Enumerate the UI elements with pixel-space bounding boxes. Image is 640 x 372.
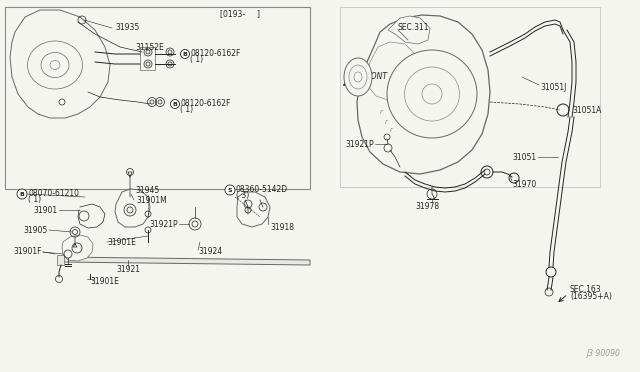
Text: 31901E: 31901E [90,278,119,286]
Text: J3 90090: J3 90090 [586,350,620,359]
Text: FRONT: FRONT [362,71,388,80]
Polygon shape [357,15,490,174]
Text: 31921: 31921 [116,266,140,275]
Text: 08360-5142D: 08360-5142D [236,185,288,193]
Polygon shape [140,47,155,70]
Text: [0193-     ]: [0193- ] [220,10,260,19]
Text: SEC.311: SEC.311 [398,22,429,32]
Circle shape [17,189,27,199]
Text: 31945: 31945 [136,186,160,195]
Text: 31901M: 31901M [136,196,167,205]
Text: SEC.163: SEC.163 [570,285,602,295]
Ellipse shape [344,58,372,96]
Text: 31970: 31970 [512,180,536,189]
Text: 31051: 31051 [513,153,537,161]
Circle shape [170,99,179,109]
Circle shape [225,185,235,195]
Text: B: B [182,51,188,57]
Text: 08120-6162F: 08120-6162F [191,48,241,58]
Polygon shape [62,235,93,261]
Ellipse shape [422,84,442,104]
Ellipse shape [349,65,367,89]
Text: 31921P: 31921P [346,140,374,148]
Text: B: B [173,102,177,106]
Text: 31901F: 31901F [13,247,42,257]
Text: B: B [20,192,24,196]
Text: ( 3): ( 3) [236,190,249,199]
Text: 31924: 31924 [198,247,222,257]
Ellipse shape [354,72,362,82]
Text: 31905: 31905 [24,225,48,234]
Text: 31901E: 31901E [107,237,136,247]
Text: 31152E: 31152E [135,42,164,51]
Text: 31051A: 31051A [572,106,602,115]
Text: ( 1): ( 1) [28,195,41,203]
Ellipse shape [28,41,83,89]
Text: r: r [390,127,393,133]
Ellipse shape [41,52,69,77]
Text: 31935: 31935 [115,22,140,32]
Polygon shape [10,10,110,118]
Polygon shape [60,257,310,265]
Polygon shape [237,192,270,227]
Text: 31978: 31978 [415,202,439,211]
Text: r: r [380,109,383,115]
Ellipse shape [50,61,60,70]
FancyBboxPatch shape [5,7,310,189]
Text: 31901: 31901 [34,205,58,215]
Text: 08120-6162F: 08120-6162F [180,99,231,108]
Polygon shape [115,189,150,227]
Text: 08070-61210: 08070-61210 [28,189,79,198]
Text: 31051J: 31051J [540,83,566,92]
Polygon shape [388,16,430,44]
Text: ( 1): ( 1) [180,105,194,113]
Text: 31921P: 31921P [149,219,178,228]
Ellipse shape [387,50,477,138]
Polygon shape [57,255,64,265]
Text: S: S [228,187,232,192]
Ellipse shape [404,67,460,121]
Text: 31918: 31918 [270,222,294,231]
Text: ( 1): ( 1) [191,55,204,64]
Circle shape [180,49,189,58]
Text: r: r [385,119,388,125]
Text: (16395+A): (16395+A) [570,292,612,301]
